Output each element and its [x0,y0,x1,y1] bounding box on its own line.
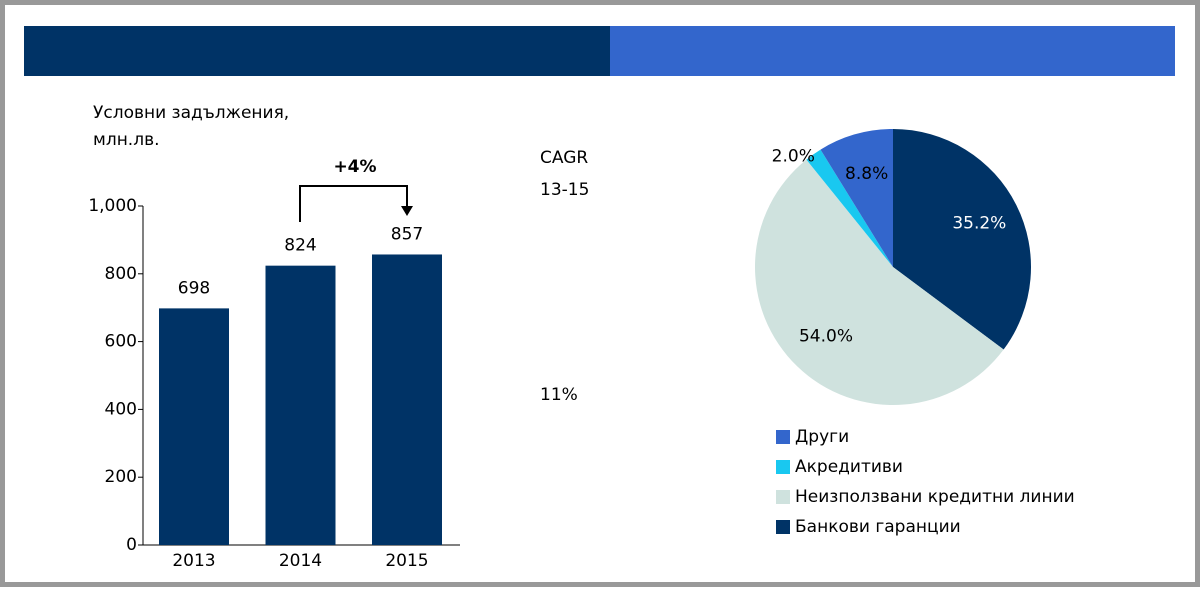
y-tick-label: 200 [105,467,137,487]
x-tick-label: 2014 [279,551,322,571]
legend-swatch [776,520,790,534]
x-tick-label: 2013 [172,551,215,571]
legend-swatch [776,460,790,474]
bar [265,265,336,545]
growth-label: +4% [333,157,376,177]
cagr-label: CAGR [540,148,588,168]
legend-label: Акредитиви [795,457,903,477]
y-tick-label: 800 [105,264,137,284]
header-left [24,26,610,76]
legend-swatch [776,430,790,444]
y-tick-label: 600 [105,332,137,352]
header-right [610,26,1175,76]
bar-value-label: 824 [284,236,316,256]
cagr-value: 11% [540,385,578,405]
growth-bracket [299,185,408,222]
y-tick-label: 0 [126,535,137,555]
legend-label: Други [795,427,849,447]
bar-value-label: 857 [391,224,423,244]
pie-slice [806,149,893,267]
legend-label: Неизползвани кредитни линии [795,487,1075,507]
growth-arrow [401,206,413,216]
x-tick-label: 2015 [385,551,428,571]
pie-slice [755,159,1004,405]
pie-label: 8.8% [845,164,888,184]
bar [159,308,229,545]
y-tick-label: 1,000 [88,196,137,216]
pie-label: 35.2% [952,214,1006,234]
pie-label: 54.0% [799,327,853,347]
bar-value-label: 698 [178,278,210,298]
y-tick-label: 400 [105,399,137,419]
cagr-period: 13-15 [540,180,589,200]
bar-title: Условни задължения, [93,103,289,123]
legend-swatch [776,490,790,504]
pie-slice [893,129,1032,350]
legend-label: Банкови гаранции [795,517,961,537]
pie-slice [820,129,893,267]
bar [372,254,442,546]
pie-label: 2.0% [772,147,815,167]
bar-subtitle: млн.лв. [93,130,160,150]
